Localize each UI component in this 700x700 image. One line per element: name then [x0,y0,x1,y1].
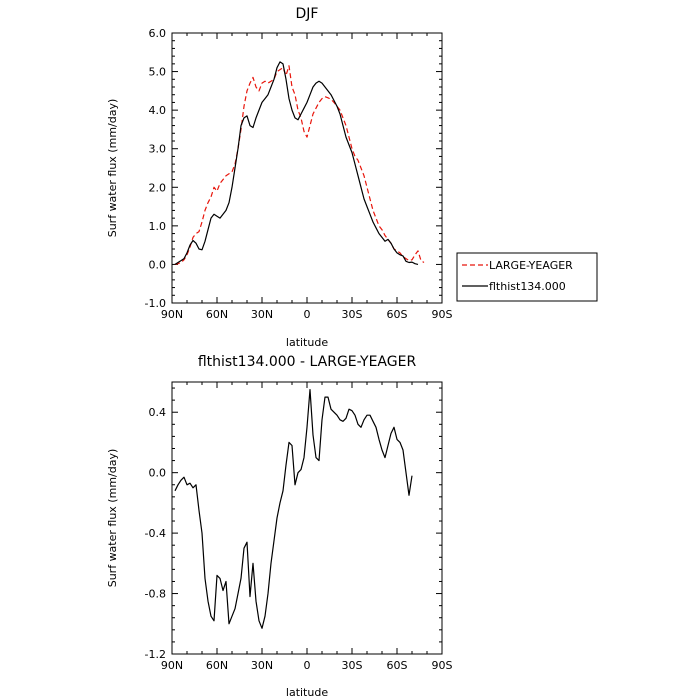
y-axis-label: Surf water flux (mm/day) [106,99,119,238]
y-tick-label: 0.0 [149,258,167,271]
x-tick-label: 60S [387,659,408,672]
x-tick-label: 30S [342,308,363,321]
series-lines [174,389,413,629]
x-tick-label: 30N [251,659,273,672]
y-tick-label: -0.8 [145,588,166,601]
x-tick-label: 90N [161,308,183,321]
series-line-large-yeager [174,65,425,265]
y-tick-label: 1.0 [149,220,167,233]
axis-ticks: 90N 60N 30N 0 30S 60S 90S -1.2 -0.8 -0.4 0.0 0.4 [145,382,453,672]
y-tick-label: -1.0 [145,297,166,310]
legend-box [456,252,598,302]
y-axis-label: Surf water flux (mm/day) [106,449,119,588]
x-tick-label: 0 [304,308,311,321]
x-axis-label: latitude [286,686,328,699]
series-line-difference [174,389,413,629]
x-tick-label: 30N [251,308,273,321]
chart-title: DJF [296,6,319,22]
legend: LARGE-YEAGER flthist134.000 [456,252,598,302]
x-tick-label: 90S [432,308,453,321]
chart-djf: DJF 90N 60N 30N 0 30S 60S 90S -1.0 0.0 1.0 2.0 3.0 4… [106,6,453,349]
legend-label-large-yeager: LARGE-YEAGER [489,259,573,272]
y-tick-label: -0.4 [145,527,166,540]
chart-title: flthist134.000 - LARGE-YEAGER [198,354,417,370]
series-lines [174,61,425,265]
series-line-flthist134-000 [174,61,419,265]
x-tick-label: 60S [387,308,408,321]
x-tick-label: 60N [206,308,228,321]
y-tick-label: 0.4 [149,406,167,419]
x-tick-label: 0 [304,659,311,672]
y-tick-label: 0.0 [149,467,167,480]
legend-label-flthist: flthist134.000 [489,280,566,293]
x-tick-label: 90N [161,659,183,672]
y-tick-label: 3.0 [149,143,167,156]
y-tick-label: 2.0 [149,181,167,194]
y-tick-label: 4.0 [149,104,167,117]
y-tick-label: -1.2 [145,648,166,661]
x-axis-label: latitude [286,336,328,349]
plot-frame [171,32,443,304]
y-tick-label: 6.0 [149,27,167,40]
chart-difference: flthist134.000 - LARGE-YEAGER 90N 60N 30N 0… [106,354,453,699]
y-tick-label: 5.0 [149,66,167,79]
axis-ticks: 90N 60N 30N 0 30S 60S 90S -1.0 0.0 1.0 2.0 3.0 4.0 5.… [145,27,453,321]
x-tick-label: 90S [432,659,453,672]
x-tick-label: 60N [206,659,228,672]
x-tick-label: 30S [342,659,363,672]
